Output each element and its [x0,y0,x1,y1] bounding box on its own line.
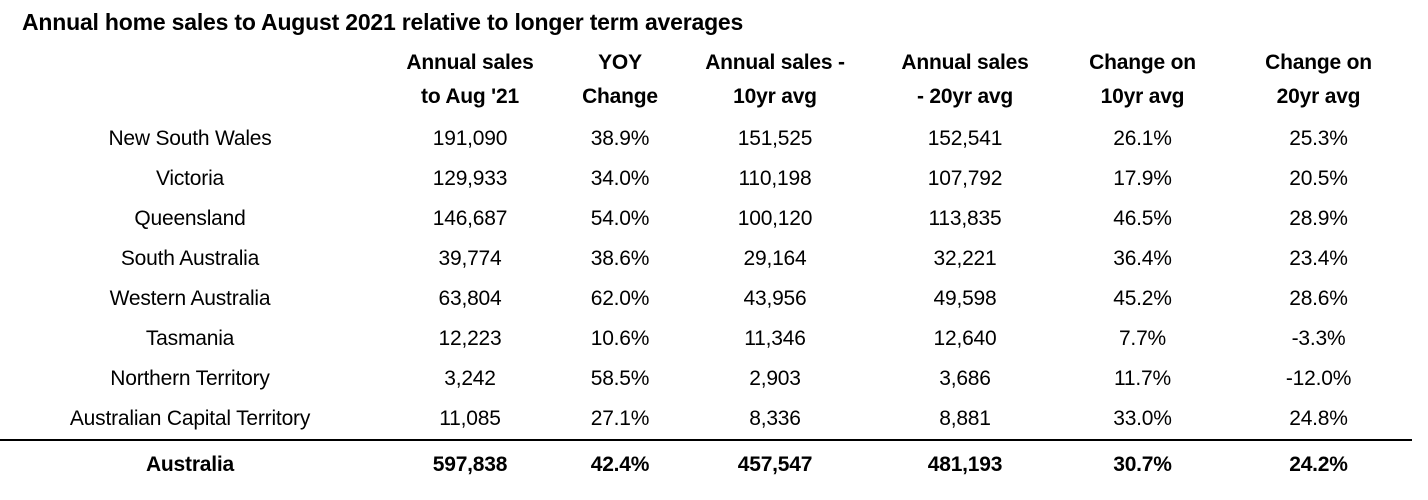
value-cell-sales: 63,804 [438,287,502,311]
region-cell: New South Wales [108,127,272,151]
value-cell-yoy: 10.6% [590,327,650,351]
value-cell-sales: 12,223 [438,327,502,351]
value-cell-avg10: 43,956 [743,287,807,311]
table-row-act: Australian Capital Territory 11,085 27.1… [0,399,1412,440]
value-cell-chg20: 25.3% [1289,127,1348,151]
region-cell: South Australia [120,247,260,271]
column-header-10yr-avg: Annual sales - 10yr avg [705,51,845,108]
column-header-change-20yr: Change on 20yr avg [1265,51,1372,108]
value-cell-sales: 3,242 [444,367,496,391]
value-cell-avg20: 3,686 [939,367,991,391]
value-cell-sales: 191,090 [432,127,508,151]
value-cell-yoy: 38.6% [590,247,650,271]
value-cell-avg10: 8,336 [749,407,801,431]
value-cell-avg10: 29,164 [743,247,807,271]
value-cell-avg20: 152,541 [927,127,1003,151]
value-cell-chg10: 7.7% [1118,327,1167,351]
value-cell-chg20: -3.3% [1291,327,1346,351]
region-cell: Northern Territory [110,367,270,391]
value-cell-yoy: 27.1% [590,407,650,431]
value-cell-chg20: 23.4% [1289,247,1348,271]
value-cell-chg10: 45.2% [1113,287,1172,311]
value-cell-chg20-total: 24.2% [1225,439,1412,490]
value-cell-avg10: 151,525 [737,127,813,151]
header-row: Annual sales to Aug '21 YOY Change Annua… [0,44,1412,119]
table-row-tasmania: Tasmania 12,223 10.6% 11,346 12,640 7.7%… [0,319,1412,359]
value-cell-chg20: 24.8% [1289,407,1348,431]
value-cell-sales-total: 597,838 [380,439,560,490]
value-cell-chg10: 33.0% [1113,407,1172,431]
region-cell: Australian Capital Territory [69,407,311,431]
region-cell: Queensland [134,207,246,231]
value-cell-chg10: 46.5% [1113,207,1172,231]
value-cell-avg20: 32,221 [933,247,997,271]
value-cell-chg20: 28.6% [1289,287,1348,311]
table-row-australia-total: Australia 597,838 42.4% 457,547 481,193 … [0,439,1412,490]
value-cell-yoy-total: 42.4% [560,439,680,490]
value-cell-chg20: 20.5% [1289,167,1348,191]
value-cell-sales: 11,085 [439,407,501,431]
value-cell-avg20: 12,640 [933,327,997,351]
value-cell-chg10-total: 30.7% [1060,439,1225,490]
region-cell: Victoria [155,167,225,191]
table-row-south-australia: South Australia 39,774 38.6% 29,164 32,2… [0,239,1412,279]
value-cell-avg20: 107,792 [927,167,1003,191]
value-cell-avg10: 110,198 [738,167,812,191]
value-cell-avg20: 8,881 [939,407,991,431]
value-cell-chg10: 36.4% [1113,247,1172,271]
value-cell-avg10: 2,903 [749,367,801,391]
value-cell-yoy: 34.0% [590,167,650,191]
value-cell-yoy: 62.0% [590,287,650,311]
table-row-victoria: Victoria 129,933 34.0% 110,198 107,792 1… [0,159,1412,199]
value-cell-avg10-total: 457,547 [680,439,870,490]
table-row-northern-territory: Northern Territory 3,242 58.5% 2,903 3,6… [0,359,1412,399]
value-cell-chg20: -12.0% [1285,367,1352,391]
column-header-change-10yr: Change on 10yr avg [1089,51,1196,108]
page-title: Annual home sales to August 2021 relativ… [22,9,744,35]
value-cell-sales: 146,687 [432,207,508,231]
region-cell: Tasmania [145,327,235,351]
column-header-yoy-change: YOY Change [582,51,658,108]
value-cell-avg10: 11,346 [744,327,806,351]
value-cell-chg10: 17.9% [1113,167,1172,191]
column-header-20yr-avg: Annual sales - 20yr avg [901,51,1029,108]
value-cell-sales: 129,933 [432,167,508,191]
value-cell-chg10: 11.7% [1114,367,1171,391]
table-header: Annual sales to Aug '21 YOY Change Annua… [0,44,1412,119]
table-row-western-australia: Western Australia 63,804 62.0% 43,956 49… [0,279,1412,319]
value-cell-yoy: 58.5% [590,367,650,391]
table-row-nsw: New South Wales 191,090 38.9% 151,525 15… [0,119,1412,159]
value-cell-yoy: 54.0% [590,207,650,231]
table-row-queensland: Queensland 146,687 54.0% 100,120 113,835… [0,199,1412,239]
region-cell: Western Australia [109,287,271,311]
value-cell-chg20: 28.9% [1289,207,1348,231]
value-cell-avg20-total: 481,193 [870,439,1060,490]
home-sales-table: Annual sales to Aug '21 YOY Change Annua… [0,44,1412,490]
region-cell-total: Australia [0,439,380,490]
column-header-annual-sales: Annual sales to Aug '21 [406,51,534,108]
column-header-region [0,44,380,119]
value-cell-yoy: 38.9% [590,127,650,151]
value-cell-avg20: 113,835 [928,207,1002,231]
value-cell-avg10: 100,120 [737,207,813,231]
value-cell-sales: 39,774 [438,247,502,271]
table-body: New South Wales 191,090 38.9% 151,525 15… [0,119,1412,490]
value-cell-chg10: 26.1% [1113,127,1172,151]
value-cell-avg20: 49,598 [933,287,997,311]
